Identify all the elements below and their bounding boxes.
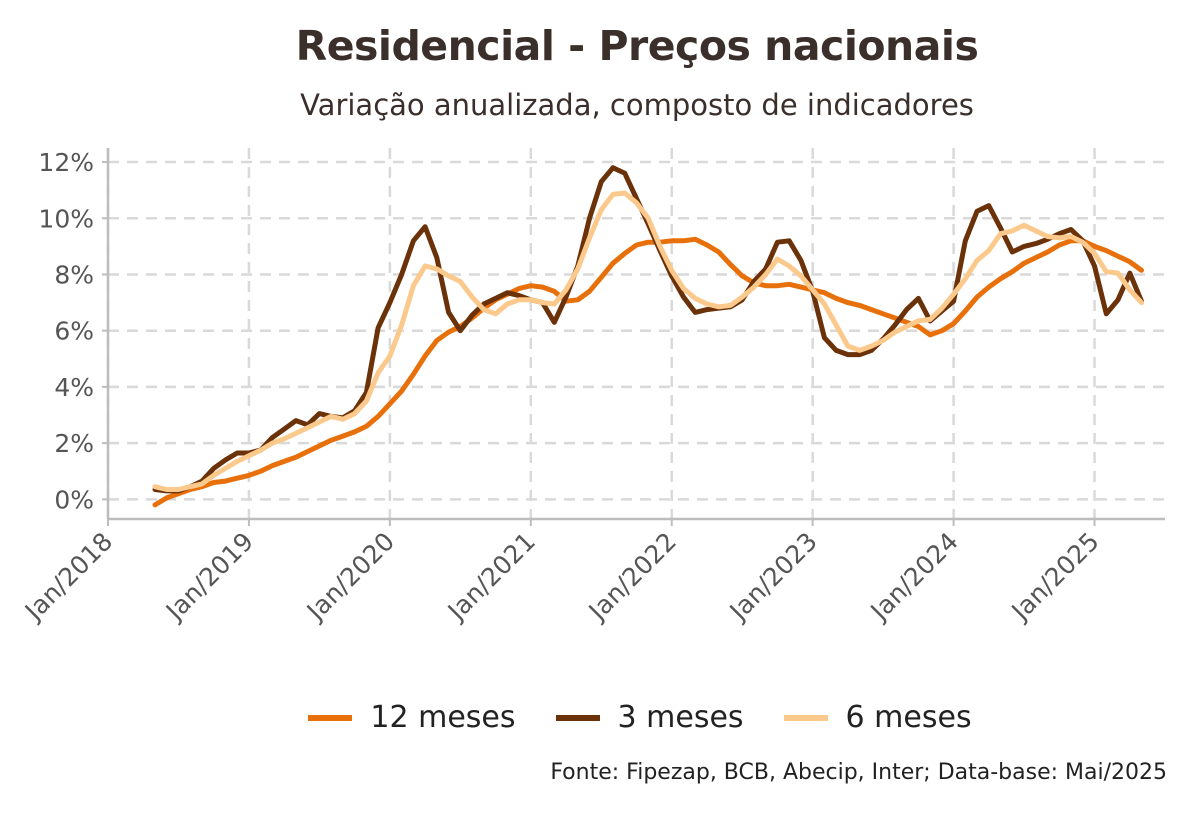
x-tick-label: Jan/2019 <box>159 527 259 627</box>
x-axis-ticks: Jan/2018 Jan/2019 Jan/2020 Jan/2021 Jan/2022… <box>18 519 1105 627</box>
y-axis-ticks: 0% 2% 4% 6% 8% 10% 12% <box>38 148 108 514</box>
chart-subtitle: Variação anualizada, composto de indicad… <box>300 88 974 122</box>
legend-label-12-meses: 12 meses <box>370 700 516 735</box>
y-tick-label: 8% <box>54 260 94 289</box>
source-note: Fonte: Fipezap, BCB, Abecip, Inter; Data… <box>550 760 1167 785</box>
x-tick-label: Jan/2022 <box>582 527 682 627</box>
legend-swatch-12-meses <box>308 714 353 721</box>
legend-item-6-meses: 6 meses <box>783 700 972 735</box>
legend-item-12-meses: 12 meses <box>308 700 516 735</box>
y-tick-label: 4% <box>54 373 94 402</box>
legend-swatch-3-meses <box>555 714 600 721</box>
legend-item-3-meses: 3 meses <box>555 700 744 735</box>
x-tick-label: Jan/2024 <box>864 527 964 627</box>
y-tick-label: 6% <box>54 317 94 346</box>
legend-label-6-meses: 6 meses <box>845 700 972 735</box>
chart-title: Residencial - Preços nacionais <box>295 22 979 70</box>
x-tick-label: Jan/2020 <box>300 527 400 627</box>
x-tick-label: Jan/2025 <box>1005 527 1105 627</box>
y-tick-label: 10% <box>38 204 94 233</box>
series-line-12-meses <box>152 236 1144 508</box>
y-tick-label: 12% <box>38 148 94 177</box>
y-tick-label: 0% <box>54 485 94 514</box>
y-tick-label: 2% <box>54 429 94 458</box>
legend-swatch-6-meses <box>783 714 828 721</box>
series-lines <box>152 165 1144 508</box>
x-tick-label: Jan/2018 <box>18 527 118 627</box>
x-tick-label: Jan/2021 <box>441 527 541 627</box>
legend-label-3-meses: 3 meses <box>617 700 744 735</box>
x-tick-label: Jan/2023 <box>723 527 823 627</box>
axes <box>106 148 1165 521</box>
legend: 12 meses 3 meses 6 meses <box>0 700 1200 735</box>
series-line-6-meses <box>152 190 1144 492</box>
